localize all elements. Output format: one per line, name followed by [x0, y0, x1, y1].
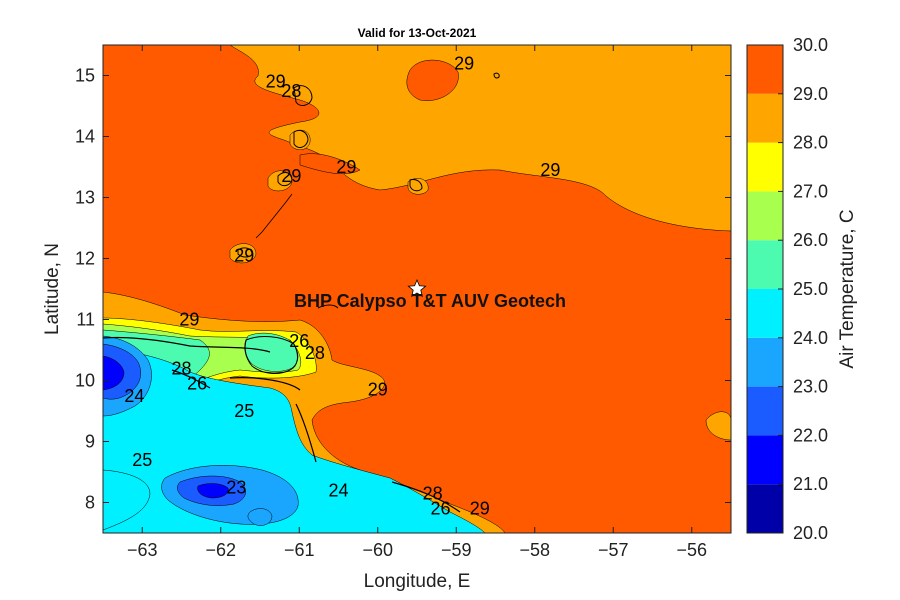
y-tick-label: 8 — [85, 493, 95, 513]
chart-title: Valid for 13-Oct-2021 — [358, 26, 477, 40]
contour-field — [103, 45, 731, 533]
x-tick-label: −58 — [519, 540, 550, 560]
coastline-trinidad — [244, 336, 298, 374]
band-28-29-small — [289, 129, 311, 150]
contour-label: 24 — [124, 386, 144, 406]
colorbar-frame — [746, 44, 784, 534]
band-29-30-inlet — [299, 153, 361, 175]
x-tick-label: −57 — [598, 540, 629, 560]
contour-label: 26 — [289, 331, 309, 351]
colorbar-segment — [747, 337, 783, 387]
star-marker — [407, 278, 427, 298]
contour-label: 29 — [179, 310, 199, 330]
island-chain — [255, 193, 293, 239]
y-tick-label: 15 — [75, 66, 95, 86]
colorbar-tick-label: 21.0 — [793, 474, 828, 494]
contour-label: 28 — [305, 343, 325, 363]
y-tick-label: 13 — [75, 188, 95, 208]
colorbar-tick-label: 20.0 — [793, 523, 828, 543]
colorbar-tick-label: 28.0 — [793, 133, 828, 153]
y-tick-label: 14 — [75, 127, 95, 147]
colorbar: 20.0 21.0 22.0 23.0 24.0 25.0 26.0 27.0 28.0 29.0… — [747, 35, 828, 543]
contour-label: 29 — [368, 380, 388, 400]
band-23-24-small — [247, 508, 273, 526]
colorbar-label: Air Temperature, C — [837, 209, 858, 368]
x-axis-label: Longitude, E — [364, 571, 471, 592]
colorbar-segment — [747, 484, 783, 533]
y-tick-label: 10 — [75, 371, 95, 391]
island-barbados — [409, 179, 423, 192]
island-grenada — [237, 247, 253, 258]
colorbar-tick-label: 23.0 — [793, 377, 828, 397]
y-tick-label: 9 — [85, 432, 95, 452]
colorbar-segment — [747, 93, 783, 143]
contour-label: 29 — [454, 53, 474, 73]
contour-label: 26 — [431, 499, 451, 519]
x-tick-label: −63 — [127, 540, 158, 560]
colorbar-tick-label: 25.0 — [793, 279, 828, 299]
x-tick-label: −61 — [284, 540, 315, 560]
contour-label: 29 — [266, 72, 286, 92]
contour-label: 29 — [281, 166, 301, 186]
y-axis-ticks: 8 9 10 11 12 13 14 15 — [75, 66, 731, 513]
band-21-22-south — [197, 483, 229, 499]
contour-label: 29 — [234, 245, 254, 265]
contour-label: 28 — [281, 81, 301, 101]
contour-label: 26 — [187, 374, 207, 394]
site-annotation: BHP Calypso T&T AUV Geotech — [294, 278, 566, 311]
island-martinique — [293, 85, 313, 106]
contour-label: 28 — [171, 358, 191, 378]
band-21-22 — [103, 355, 125, 391]
colorbar-tick-label: 24.0 — [793, 328, 828, 348]
colorbar-tick-label: 29.0 — [793, 84, 828, 104]
band-29-30-blob — [406, 59, 459, 101]
island-tobago — [317, 304, 339, 309]
band-25-26-island — [245, 332, 299, 372]
plot-frame — [102, 44, 732, 534]
colorbar-segment — [747, 45, 783, 94]
x-axis-ticks: −63 −62 −61 −60 −59 −58 −57 −56 — [127, 45, 707, 560]
contour-label: 29 — [540, 160, 560, 180]
island-stvincent — [277, 172, 293, 187]
colorbar-tick-label: 26.0 — [793, 230, 828, 250]
colorbar-tick-label: 27.0 — [793, 181, 828, 201]
colorbar-tick-label: 30.0 — [793, 35, 828, 55]
coastline — [103, 336, 461, 513]
colorbar-segment — [747, 191, 783, 241]
x-tick-label: −62 — [205, 540, 236, 560]
x-tick-label: −56 — [676, 540, 707, 560]
island-stlucia — [293, 129, 309, 148]
x-tick-label: −60 — [362, 540, 393, 560]
colorbar-segment — [747, 240, 783, 289]
colorbar-tick-label: 22.0 — [793, 425, 828, 445]
annotation-label: BHP Calypso T&T AUV Geotech — [294, 291, 566, 311]
contour-label: 29 — [336, 157, 356, 177]
contour-label: 23 — [226, 477, 246, 497]
band-28-29-small — [229, 243, 257, 264]
contour-label: 24 — [328, 480, 348, 500]
y-tick-label: 12 — [75, 249, 95, 269]
band-28-29-small — [705, 411, 731, 441]
colorbar-segment — [747, 435, 783, 485]
island-dot — [493, 72, 500, 79]
contour-label: 25 — [234, 401, 254, 421]
colorbar-segment — [747, 142, 783, 192]
colorbar-segment — [747, 289, 783, 338]
contour-label: 29 — [470, 499, 490, 519]
contour-label: 28 — [423, 483, 443, 503]
y-axis-label: Latitude, N — [42, 243, 63, 335]
x-tick-label: −59 — [441, 540, 472, 560]
colorbar-segment — [747, 386, 783, 436]
y-tick-label: 11 — [76, 310, 95, 330]
contour-label: 25 — [132, 450, 152, 470]
